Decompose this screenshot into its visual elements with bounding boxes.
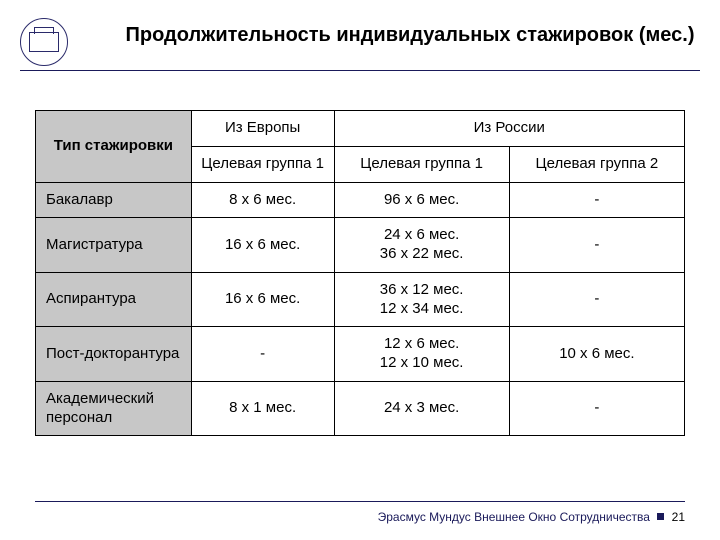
cell-ru1: 96 х 6 мес.: [334, 182, 509, 218]
row-label: Пост-докторантура: [36, 327, 192, 382]
col-subheader-ru2: Целевая группа 2: [509, 146, 684, 182]
cell-eu: 16 х 6 мес.: [191, 272, 334, 327]
header: Продолжительность индивидуальных стажиро…: [20, 18, 700, 66]
cell-eu: 8 х 1 мес.: [191, 381, 334, 436]
row-label: Академический персонал: [36, 381, 192, 436]
col-subheader-ru1: Целевая группа 1: [334, 146, 509, 182]
table-row: Бакалавр 8 х 6 мес. 96 х 6 мес. -: [36, 182, 685, 218]
duration-table: Тип стажировки Из Европы Из России Целев…: [35, 110, 685, 436]
header-rule: [20, 70, 700, 71]
cell-eu: 8 х 6 мес.: [191, 182, 334, 218]
col-header-europe: Из Европы: [191, 111, 334, 147]
square-icon: [657, 513, 664, 520]
cell-eu: -: [191, 327, 334, 382]
cell-ru2: -: [509, 218, 684, 273]
cell-ru1: 24 х 6 мес.36 х 22 мес.: [334, 218, 509, 273]
slide: Продолжительность индивидуальных стажиро…: [0, 0, 720, 540]
page-number: 21: [672, 510, 685, 524]
cell-ru2: -: [509, 381, 684, 436]
col-subheader-eu: Целевая группа 1: [191, 146, 334, 182]
footer-rule: [35, 501, 685, 502]
table-row: Академический персонал 8 х 1 мес. 24 х 3…: [36, 381, 685, 436]
cell-ru1: 12 х 6 мес.12 х 10 мес.: [334, 327, 509, 382]
cell-ru1: 36 х 12 мес.12 х 34 мес.: [334, 272, 509, 327]
row-label: Бакалавр: [36, 182, 192, 218]
col-header-russia: Из России: [334, 111, 684, 147]
row-label: Магистратура: [36, 218, 192, 273]
cell-ru2: 10 х 6 мес.: [509, 327, 684, 382]
footer: Эрасмус Мундус Внешнее Окно Сотрудничест…: [378, 510, 685, 524]
table-row: Аспирантура 16 х 6 мес. 36 х 12 мес.12 х…: [36, 272, 685, 327]
footer-text: Эрасмус Мундус Внешнее Окно Сотрудничест…: [378, 510, 650, 524]
cell-ru2: -: [509, 272, 684, 327]
logo-icon: [20, 18, 68, 66]
cell-ru1: 24 х 3 мес.: [334, 381, 509, 436]
cell-eu: 16 х 6 мес.: [191, 218, 334, 273]
table-row: Магистратура 16 х 6 мес. 24 х 6 мес.36 х…: [36, 218, 685, 273]
cell-ru2: -: [509, 182, 684, 218]
col-header-type: Тип стажировки: [36, 111, 192, 183]
page-title: Продолжительность индивидуальных стажиро…: [120, 24, 700, 47]
row-label: Аспирантура: [36, 272, 192, 327]
table-body: Бакалавр 8 х 6 мес. 96 х 6 мес. - Магист…: [36, 182, 685, 436]
table-row: Пост-докторантура - 12 х 6 мес.12 х 10 м…: [36, 327, 685, 382]
